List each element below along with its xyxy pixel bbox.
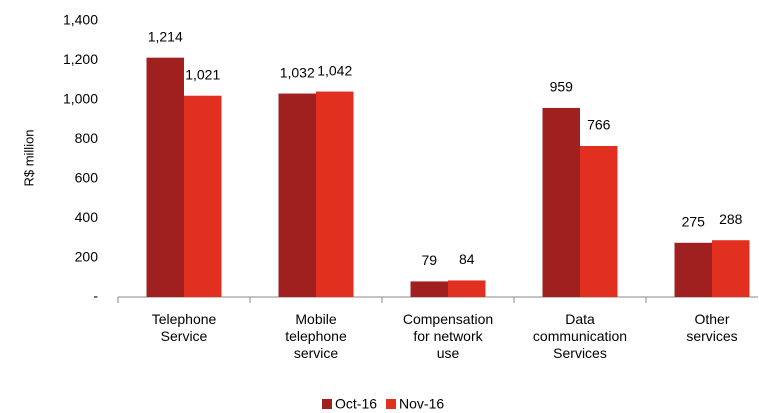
y-tick-label: 600: [75, 169, 99, 185]
y-tick-label: 1,200: [63, 51, 98, 67]
data-label: 1,032: [280, 64, 315, 80]
data-label: 288: [719, 211, 743, 227]
data-label: 84: [459, 251, 475, 267]
x-tick-label-line: Telephone: [152, 311, 217, 327]
x-tick-label: Other services: [686, 311, 737, 344]
data-label: 79: [421, 252, 437, 268]
bar: [580, 145, 618, 297]
data-label: 959: [550, 79, 574, 95]
bar: [184, 95, 222, 298]
x-tick-label-line: Data: [565, 311, 595, 327]
x-tick-label-line: service: [294, 345, 339, 361]
data-label: 275: [682, 213, 706, 229]
data-label: 1,042: [317, 62, 352, 78]
x-tick-label-line: Compensation: [403, 311, 493, 327]
bar: [278, 93, 316, 297]
data-label: 1,214: [148, 28, 183, 44]
x-tick-label: Data communication Services: [533, 311, 627, 361]
bar: [316, 91, 354, 297]
x-tick-label-line: communication: [533, 328, 627, 344]
x-tick-label-line: Services: [553, 345, 607, 361]
x-tick-label-line: telephone: [285, 328, 347, 344]
x-tick-label: Compensation for network use: [403, 311, 493, 361]
y-tick-label: 1,400: [63, 12, 98, 28]
x-tick-label-line: Mobile: [295, 311, 336, 327]
x-tick-label-line: for network: [413, 328, 483, 344]
data-label: 766: [587, 117, 611, 133]
x-tick-label: Mobile telephone service: [285, 311, 347, 361]
bar: [542, 107, 580, 297]
bar: [146, 57, 184, 297]
x-tick-label-line: use: [437, 345, 460, 361]
x-tick-label-line: services: [686, 328, 737, 344]
x-tick-label-line: Other: [694, 311, 729, 327]
y-tick-label: -: [93, 288, 98, 304]
bar: [410, 281, 448, 297]
bar: [674, 242, 712, 297]
bar: [448, 280, 486, 297]
legend-label: Oct-16: [335, 396, 377, 412]
y-axis-title: R$ million: [21, 129, 36, 186]
legend-swatch: [322, 399, 332, 409]
x-tick-label-line: Service: [161, 328, 208, 344]
x-tick-label: Telephone Service: [152, 311, 217, 344]
legend-swatch: [386, 399, 397, 409]
legend-label: Nov-16: [399, 396, 444, 412]
data-label: 1,021: [185, 66, 220, 82]
y-tick-label: 800: [75, 130, 99, 146]
y-tick-label: 1,000: [63, 91, 98, 107]
y-tick-label: 200: [75, 248, 99, 264]
bar: [712, 240, 750, 297]
y-tick-label: 400: [75, 209, 99, 225]
